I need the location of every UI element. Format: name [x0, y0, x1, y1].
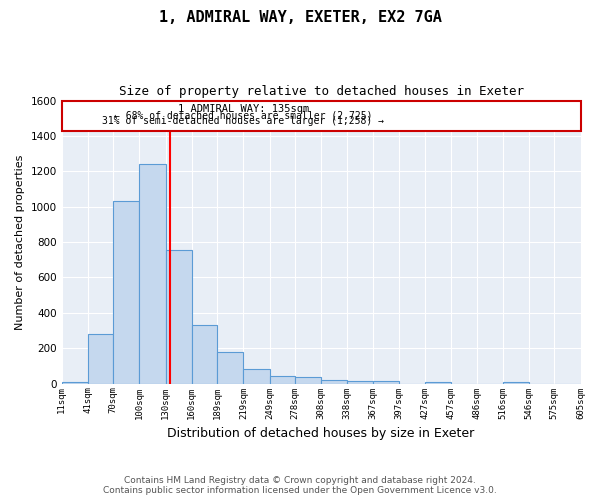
Text: Contains HM Land Registry data © Crown copyright and database right 2024.
Contai: Contains HM Land Registry data © Crown c… — [103, 476, 497, 495]
Text: ← 68% of detached houses are smaller (2,725): ← 68% of detached houses are smaller (2,… — [114, 111, 373, 121]
Bar — [269, 376, 295, 384]
Bar — [166, 250, 192, 384]
Text: 1 ADMIRAL WAY: 135sqm: 1 ADMIRAL WAY: 135sqm — [178, 104, 309, 115]
Bar — [139, 164, 166, 384]
Bar — [347, 381, 373, 384]
Bar — [373, 381, 399, 384]
Y-axis label: Number of detached properties: Number of detached properties — [15, 154, 25, 330]
X-axis label: Distribution of detached houses by size in Exeter: Distribution of detached houses by size … — [167, 427, 475, 440]
Bar — [244, 370, 269, 384]
FancyBboxPatch shape — [62, 100, 581, 130]
Bar — [217, 352, 244, 384]
Bar — [295, 376, 321, 384]
Bar — [113, 200, 139, 384]
Bar — [425, 382, 451, 384]
Text: 31% of semi-detached houses are larger (1,258) →: 31% of semi-detached houses are larger (… — [102, 116, 384, 126]
Text: 1, ADMIRAL WAY, EXETER, EX2 7GA: 1, ADMIRAL WAY, EXETER, EX2 7GA — [158, 10, 442, 25]
Bar — [321, 380, 347, 384]
Title: Size of property relative to detached houses in Exeter: Size of property relative to detached ho… — [119, 85, 524, 98]
Bar — [503, 382, 529, 384]
Bar — [88, 334, 113, 384]
Bar — [192, 326, 217, 384]
Bar — [62, 382, 88, 384]
